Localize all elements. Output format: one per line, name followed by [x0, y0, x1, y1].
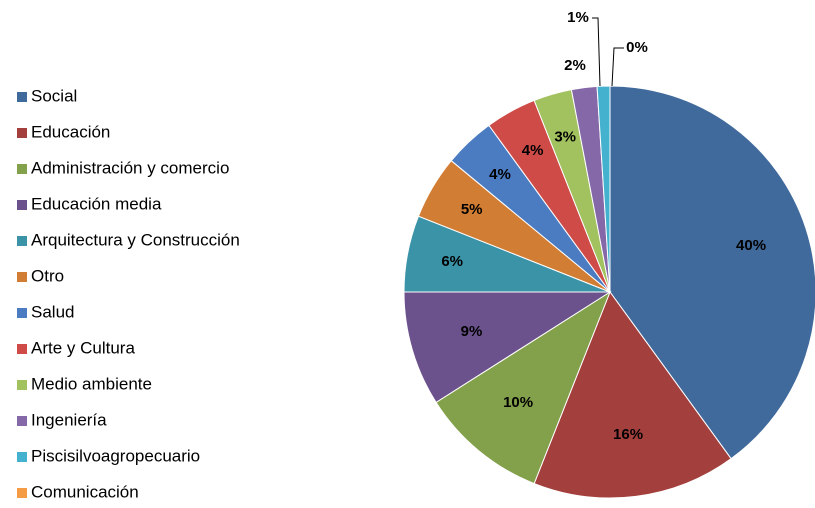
- legend-label: Salud: [31, 302, 74, 321]
- data-label: 3%: [554, 129, 576, 146]
- legend-swatch: [17, 488, 27, 498]
- pie-slice: [533, 290, 732, 499]
- legend-swatch: [17, 344, 27, 354]
- data-label: 5%: [461, 201, 483, 218]
- legend-label: Social: [31, 86, 77, 105]
- legend-label: Piscisilvoagropecuario: [31, 446, 200, 465]
- data-label: 40%: [736, 237, 766, 254]
- data-label: 0%: [626, 39, 648, 56]
- legend-label: Arte y Cultura: [31, 338, 135, 357]
- data-label: 9%: [461, 323, 483, 340]
- legend-label: Otro: [31, 266, 64, 285]
- data-label: 4%: [489, 166, 511, 183]
- legend-label: Educación media: [31, 194, 162, 213]
- data-label: 10%: [503, 394, 533, 411]
- legend-label: Administración y comercio: [31, 158, 229, 177]
- pie-slice: [435, 290, 612, 485]
- legend-label: Ingeniería: [31, 410, 107, 429]
- data-label: 16%: [613, 426, 643, 443]
- legend-label: Medio ambiente: [31, 374, 152, 393]
- legend-swatch: [17, 164, 27, 174]
- pie-slice: [609, 85, 815, 460]
- legend-swatch: [17, 452, 27, 462]
- data-label: 1%: [567, 9, 589, 26]
- legend-label: Educación: [31, 122, 110, 141]
- legend-swatch: [17, 92, 27, 102]
- legend-swatch: [17, 308, 27, 318]
- legend-swatch: [17, 416, 27, 426]
- legend-label: Comunicación: [31, 482, 139, 501]
- legend-label: Arquitectura y Construcción: [31, 230, 240, 249]
- data-label: 4%: [522, 142, 544, 159]
- data-label: 2%: [564, 57, 586, 74]
- leader-line: [592, 17, 601, 87]
- pie-slice: [403, 291, 612, 404]
- leader-line: [611, 47, 624, 87]
- data-label: 6%: [441, 253, 463, 270]
- legend-swatch: [17, 236, 27, 246]
- legend-swatch: [17, 128, 27, 138]
- legend-swatch: [17, 200, 27, 210]
- legend-swatch: [17, 272, 27, 282]
- legend-swatch: [17, 380, 27, 390]
